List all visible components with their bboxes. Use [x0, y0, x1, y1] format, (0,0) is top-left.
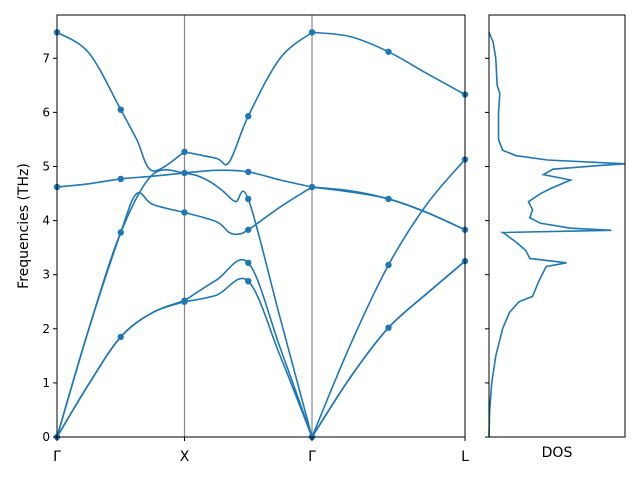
- high-symmetry-lines: [183, 15, 313, 437]
- band-marker-15: [245, 195, 252, 203]
- band-marker-12: [245, 277, 252, 285]
- band-structure-panel: 0 1 2 3 4 5 6 7 Γ X Γ L Frequencies (THz): [16, 14, 469, 465]
- high-symmetry-label-2: Γ: [308, 449, 316, 465]
- band-2-segment-2: [311, 158, 466, 438]
- band-markers: [53, 29, 469, 441]
- band-0-segment-1: [184, 277, 313, 438]
- band-5-segment-1: [184, 31, 313, 166]
- band-y-tick-label-2: 2: [42, 322, 50, 336]
- dos-panel: DOS: [485, 14, 626, 461]
- band-y-tick-label-5: 5: [42, 159, 50, 173]
- band-marker-11: [181, 148, 188, 156]
- band-y-tick-label-3: 3: [42, 268, 50, 282]
- band-y-axis-label: Frequencies (THz): [16, 163, 32, 289]
- band-marker-22: [385, 261, 392, 269]
- high-symmetry-label-1: X: [180, 449, 190, 465]
- band-marker-4: [117, 229, 124, 236]
- band-3-segment-1: [184, 186, 313, 236]
- band-marker-5: [117, 175, 124, 183]
- band-marker-24: [385, 48, 392, 55]
- high-symmetry-label-0: Γ: [53, 449, 61, 465]
- band-5-segment-0: [56, 31, 185, 172]
- band-y-ticks: 0 1 2 3 4 5 6 7: [42, 51, 57, 444]
- band-y-tick-label-1: 1: [42, 376, 50, 390]
- band-marker-20: [308, 29, 316, 36]
- band-y-tick-label-4: 4: [42, 214, 50, 228]
- band-marker-3: [117, 333, 124, 341]
- band-marker-10: [181, 169, 188, 177]
- high-symmetry-label-3: L: [461, 449, 469, 465]
- band-y-tick-label-7: 7: [42, 51, 50, 65]
- band-marker-21: [385, 324, 392, 331]
- band-marker-13: [245, 259, 252, 266]
- band-2-segment-1: [184, 172, 313, 438]
- band-3-segment-0: [56, 191, 185, 438]
- band-plot-frame: [56, 14, 466, 438]
- dos-curve: [488, 32, 626, 438]
- band-marker-17: [245, 112, 252, 120]
- dos-y-ticks: [485, 57, 489, 438]
- band-marker-14: [245, 226, 252, 233]
- band-marker-19: [308, 183, 316, 191]
- band-y-tick-label-6: 6: [42, 105, 50, 119]
- band-marker-16: [245, 168, 252, 176]
- band-marker-8: [181, 297, 188, 304]
- band-marker-6: [117, 106, 124, 113]
- dos-plot-frame: [488, 14, 626, 438]
- band-y-tick-label-0: 0: [42, 430, 50, 444]
- band-marker-23: [385, 195, 392, 203]
- dos-x-axis-label: DOS: [542, 445, 573, 461]
- band-1-segment-1: [184, 259, 313, 438]
- band-marker-9: [181, 209, 188, 216]
